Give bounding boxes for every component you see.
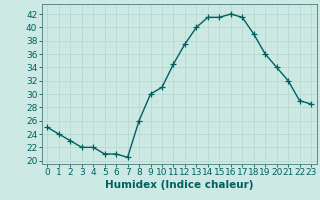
- X-axis label: Humidex (Indice chaleur): Humidex (Indice chaleur): [105, 180, 253, 190]
